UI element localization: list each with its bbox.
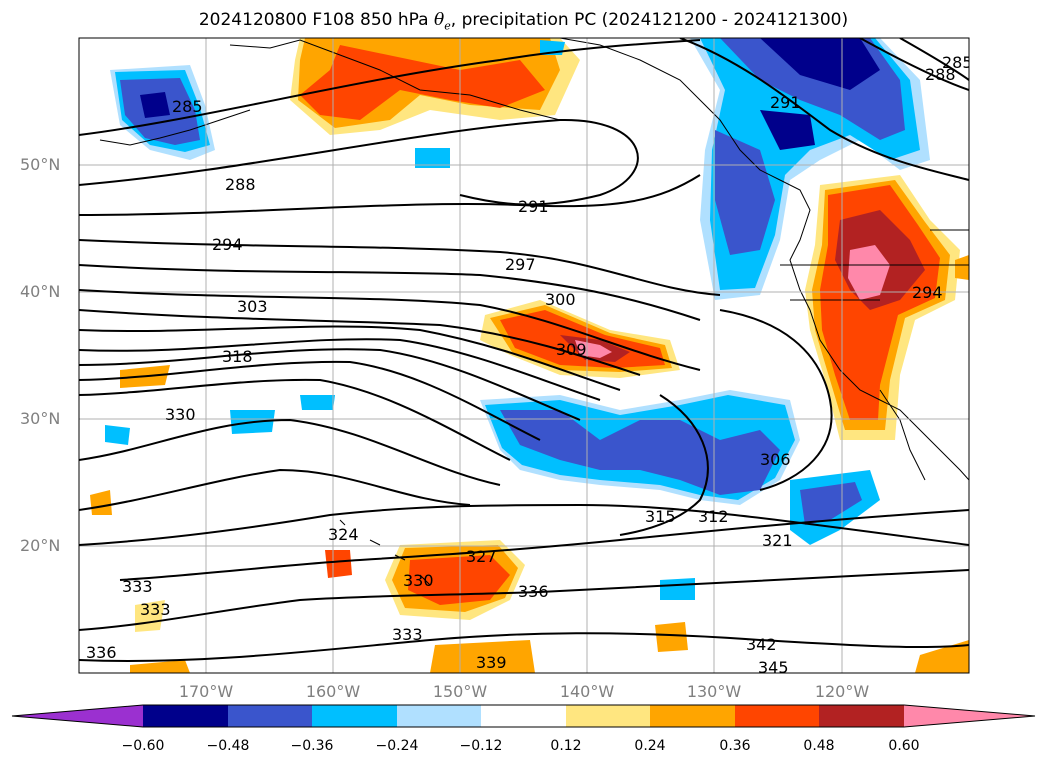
lon-label-130w: 130°W [686, 682, 742, 701]
colorbar-tick-label: −0.12 [459, 738, 503, 754]
contour-label: 285 [942, 53, 973, 72]
colorbar-tick-label: 0.24 [634, 738, 666, 754]
colorbar-tick-label: 0.36 [719, 738, 751, 754]
contour-label: 288 [225, 175, 256, 194]
colorbar-tick-label: 0.12 [550, 738, 582, 754]
contour-label: 345 [758, 658, 789, 677]
contour-label: 333 [140, 600, 171, 619]
contour-label: 291 [770, 93, 801, 112]
contour-label: 330 [165, 405, 196, 424]
colorbar-tick-label: −0.48 [206, 738, 250, 754]
lon-label-150w: 150°W [432, 682, 488, 701]
lat-label-40: 40°N [20, 282, 61, 301]
colorbar-tick-label: 0.60 [888, 738, 920, 754]
contour-labels: 285 288 291 294 297 300 303 309 318 330 … [86, 53, 973, 677]
contour-label: 333 [392, 625, 423, 644]
colorbar-tick-label: −0.36 [290, 738, 334, 754]
contour-label: 309 [556, 340, 587, 359]
contour-label: 315 [645, 507, 676, 526]
lon-label-160w: 160°W [305, 682, 361, 701]
contour-label: 339 [476, 653, 507, 672]
contour-label: 300 [545, 290, 576, 309]
lon-label-170w: 170°W [178, 682, 234, 701]
title-symbol: θ [434, 10, 445, 30]
lon-label-120w: 120°W [814, 682, 870, 701]
contour-label: 285 [172, 97, 203, 116]
lat-label-50: 50°N [20, 155, 61, 174]
contour-label: 342 [746, 635, 777, 654]
contour-label: 318 [222, 347, 253, 366]
contour-label: 297 [505, 255, 536, 274]
contour-label: 330 [403, 571, 434, 590]
contour-label: 303 [237, 297, 268, 316]
title-prefix: 2024120800 F108 850 hPa [198, 10, 434, 30]
lat-label-30: 30°N [20, 409, 61, 428]
contour-label: 324 [328, 525, 359, 544]
colorbar-tick-label: −0.60 [121, 738, 165, 754]
lat-label-20: 20°N [20, 536, 61, 555]
map-title: 2024120800 F108 850 hPa θe, precipitatio… [0, 10, 1047, 32]
graticule [79, 38, 969, 673]
colorbar-tick-label: 0.48 [803, 738, 835, 754]
contour-label: 333 [122, 577, 153, 596]
contour-label: 288 [925, 65, 956, 84]
colorbar-tick-label: −0.24 [375, 738, 419, 754]
map-field: 285 288 291 294 297 300 303 309 318 330 … [79, 38, 973, 677]
contour-label: 336 [86, 643, 117, 662]
title-suffix: , precipitation PC (2024121200 - 2024121… [450, 10, 849, 30]
title-subscript: e [444, 19, 451, 33]
contour-label: 291 [518, 197, 549, 216]
contour-label: 321 [762, 531, 793, 550]
lon-label-140w: 140°W [559, 682, 615, 701]
map-frame [78, 37, 970, 674]
contour-label: 306 [760, 450, 791, 469]
coastlines [99, 38, 969, 586]
contour-label: 312 [698, 507, 729, 526]
contour-label: 294 [912, 283, 943, 302]
contour-label: 336 [518, 582, 549, 601]
contour-label: 294 [212, 235, 243, 254]
contour-label: 327 [466, 547, 497, 566]
theta-e-contours [79, 38, 969, 662]
